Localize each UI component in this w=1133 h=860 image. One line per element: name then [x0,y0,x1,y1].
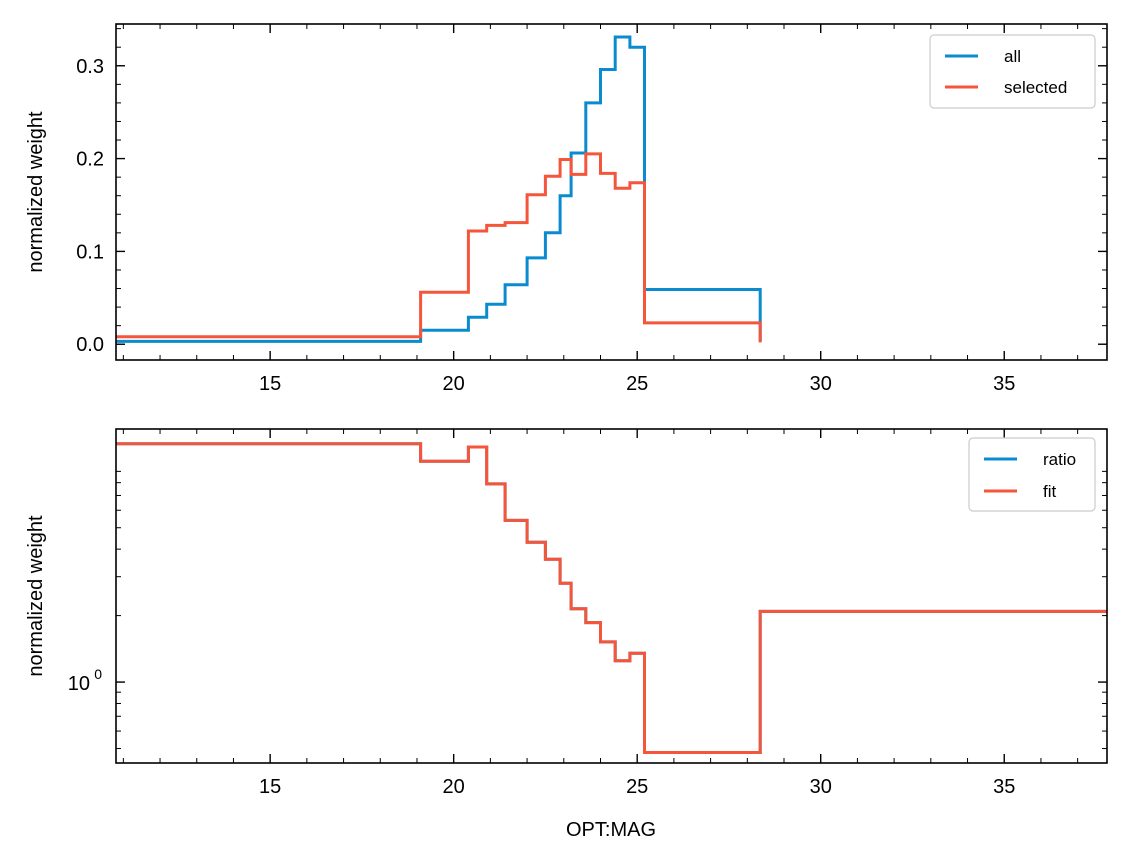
top-series-all [116,35,762,343]
bottom-xtick-label: 35 [993,776,1015,798]
top-legend-label-selected: selected [1004,78,1067,97]
bottom-xtick-label: 25 [626,776,648,798]
top-legend: all selected [929,34,1096,109]
bottom-legend: ratio fit [968,437,1096,512]
top-ytick-label: 0.2 [76,149,104,171]
bottom-xtick-label: 30 [810,776,832,798]
top-legend-box [929,34,1096,109]
top-xtick-label: 15 [259,373,281,395]
bottom-y-axis-label: normalized weight [25,515,47,677]
bottom-plot-frame [115,428,1108,764]
top-ytick-label: 0.1 [76,241,104,263]
bottom-legend-label-fit: fit [1043,482,1057,501]
bottom-series-fit [116,442,1107,754]
top-xtick-label: 30 [810,373,832,395]
bottom-x-axis-label: OPT:MAG [566,819,656,841]
bottom-xtick-label: 15 [259,776,281,798]
bottom-ytick-label-exponent: 0 [94,666,102,682]
top-y-axis-label: normalized weight [25,111,47,273]
top-xtick-label: 35 [993,373,1015,395]
bottom-legend-box [968,437,1096,512]
top-series-selected [116,152,762,343]
top-ytick-label: 0.3 [76,56,104,78]
top-plot-frame [115,23,1108,361]
top-xtick-label: 20 [443,373,465,395]
bottom-ytick-label: 10 [68,673,90,695]
bottom-legend-label-ratio: ratio [1043,450,1076,469]
top-xtick-label: 25 [626,373,648,395]
top-ytick-label: 0.0 [76,334,104,356]
bottom-xtick-label: 20 [443,776,465,798]
top-chart-panel: 15 20 25 30 35 0.0 0.1 0.2 0.3 normalized weight… [25,23,1108,395]
top-legend-label-all: all [1004,47,1021,66]
